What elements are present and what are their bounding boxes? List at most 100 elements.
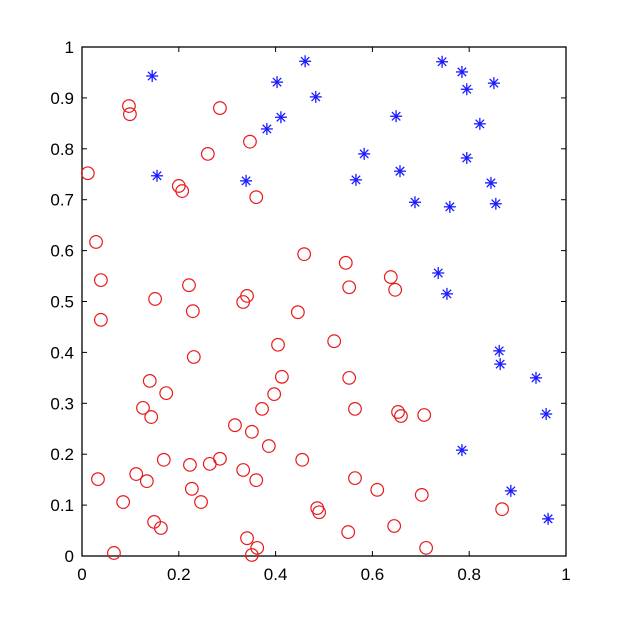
asterisk-point	[504, 484, 517, 497]
asterisk-point	[309, 90, 322, 103]
asterisk-point	[542, 512, 555, 525]
x-axis: 0 0.2 0.4 0.6 0.8 1	[77, 47, 571, 584]
circle-point	[123, 107, 137, 122]
circle-point	[139, 474, 154, 489]
circle-point	[144, 410, 159, 424]
asterisk-point	[274, 111, 287, 124]
circle-point	[417, 408, 432, 422]
circle-point	[183, 457, 197, 472]
asterisk-point	[460, 151, 473, 164]
asterisk-point	[151, 169, 164, 182]
circle-point	[89, 235, 103, 249]
circle-point	[342, 370, 357, 385]
circle-point	[419, 540, 434, 555]
circle-point	[159, 386, 174, 401]
circle-point	[240, 531, 254, 546]
y-tick-label: 0.4	[50, 343, 74, 362]
circle-point	[122, 99, 136, 113]
circle-point	[175, 184, 190, 198]
asterisk-point	[299, 55, 312, 68]
asterisk-point	[473, 117, 486, 130]
x-tick-label: 0.8	[457, 565, 481, 584]
circle-point	[297, 247, 312, 262]
data-points	[80, 55, 555, 562]
asterisk-point	[358, 147, 371, 160]
circle-point	[156, 452, 171, 467]
asterisk-point	[489, 197, 502, 210]
asterisk-point	[443, 200, 456, 213]
asterisk-point	[493, 344, 506, 357]
circle-point	[236, 463, 251, 477]
circle-point	[93, 273, 108, 288]
asterisk-point	[146, 70, 159, 83]
circle-point	[348, 471, 362, 486]
y-axis: 0 0.1 0.2 0.3 0.4 0.5 0.6 0.7 0.8 0.9 1	[50, 38, 566, 566]
y-tick-label: 0.3	[50, 394, 74, 413]
x-tick-label: 0.4	[264, 565, 288, 584]
plot-area	[81, 46, 567, 557]
asterisk-point	[540, 407, 553, 420]
x-tick-label: 0.6	[361, 565, 385, 584]
y-tick-label: 0.5	[50, 293, 74, 312]
asterisk-point	[487, 77, 500, 90]
asterisk-point	[440, 287, 453, 300]
circle-point	[240, 289, 254, 303]
circle-point	[116, 495, 131, 509]
asterisk-point	[455, 65, 468, 78]
y-tick-label: 0	[65, 547, 74, 566]
circle-point	[348, 401, 362, 416]
circle-point	[148, 292, 162, 306]
asterisk-point	[349, 173, 362, 186]
circle-point	[249, 473, 264, 488]
circle-point	[271, 337, 285, 352]
circle-point	[295, 452, 310, 467]
circle-point	[327, 334, 342, 349]
circle-point	[202, 456, 217, 471]
asterisk-point	[260, 122, 273, 135]
circle-point	[312, 505, 327, 520]
x-tick-label: 0.2	[167, 565, 191, 584]
y-tick-label: 0.2	[50, 445, 74, 464]
circle-point	[182, 278, 196, 293]
circle-point	[290, 305, 305, 320]
circle-point	[341, 525, 356, 539]
asterisk-point	[494, 358, 507, 371]
circle-point	[243, 134, 257, 149]
circle-point	[387, 519, 402, 533]
circle-point	[93, 312, 108, 327]
circle-point	[244, 548, 259, 562]
circle-point	[267, 387, 282, 402]
asterisk-point	[455, 444, 468, 457]
circle-point	[153, 521, 168, 535]
circle-point	[388, 282, 403, 297]
circle-point	[186, 350, 201, 364]
circle-point	[185, 304, 200, 319]
asterisk-point	[271, 76, 284, 89]
asterisk-point	[390, 110, 403, 123]
circle-point	[414, 488, 429, 502]
circle-point	[244, 424, 259, 439]
circle-point	[129, 467, 144, 481]
circle-point	[370, 482, 385, 497]
circle-point	[184, 481, 199, 496]
circle-point	[274, 369, 289, 384]
circle-point	[91, 472, 105, 487]
circle-point	[342, 280, 357, 295]
circle-point	[228, 418, 242, 433]
y-tick-label: 0.9	[50, 89, 74, 108]
circle-point	[394, 409, 408, 423]
circle-point	[391, 405, 405, 419]
circle-point	[255, 401, 269, 416]
circle-point	[200, 146, 215, 161]
circle-point	[249, 190, 264, 205]
y-tick-label: 0.6	[50, 242, 74, 261]
x-tick-label: 1	[561, 565, 570, 584]
asterisk-point	[393, 165, 406, 178]
asterisk-point	[529, 371, 542, 384]
circle-point	[107, 546, 121, 560]
circle-point	[383, 270, 398, 284]
y-tick-label: 0.7	[50, 191, 74, 210]
circle-point	[136, 400, 150, 415]
asterisk-point	[240, 174, 253, 187]
